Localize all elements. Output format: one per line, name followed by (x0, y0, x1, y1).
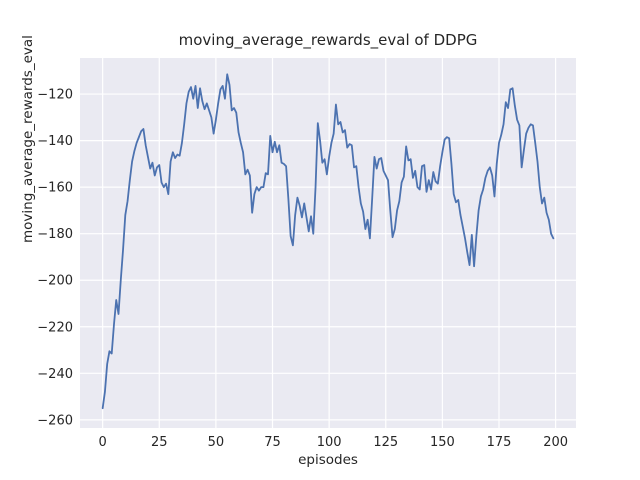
x-tick-label: 75 (264, 435, 281, 450)
y-tick-label: −160 (37, 181, 73, 196)
x-tick-label: 200 (543, 435, 568, 450)
y-tick-label: −120 (37, 88, 73, 103)
x-tick-label: 125 (373, 435, 398, 450)
x-tick-label: 50 (208, 435, 225, 450)
x-axis-label: episodes (298, 452, 358, 468)
y-tick-label: −140 (37, 134, 73, 149)
x-tick-label: 150 (430, 435, 455, 450)
x-tick-label: 0 (99, 435, 107, 450)
y-tick-label: −260 (37, 413, 73, 428)
plot-background (80, 58, 576, 428)
data-line-moving_average_rewards_eval (101, 73, 555, 410)
y-tick-label: −220 (37, 320, 73, 335)
x-tick-label: 25 (151, 435, 168, 450)
y-tick-label: −200 (37, 274, 73, 289)
chart-title: moving_average_rewards_eval of DDPG (178, 31, 478, 49)
x-tick-label: 175 (487, 435, 512, 450)
y-tick-label: −240 (37, 367, 73, 382)
x-tick-label: 100 (317, 435, 342, 450)
y-tick-label: −180 (37, 227, 73, 242)
